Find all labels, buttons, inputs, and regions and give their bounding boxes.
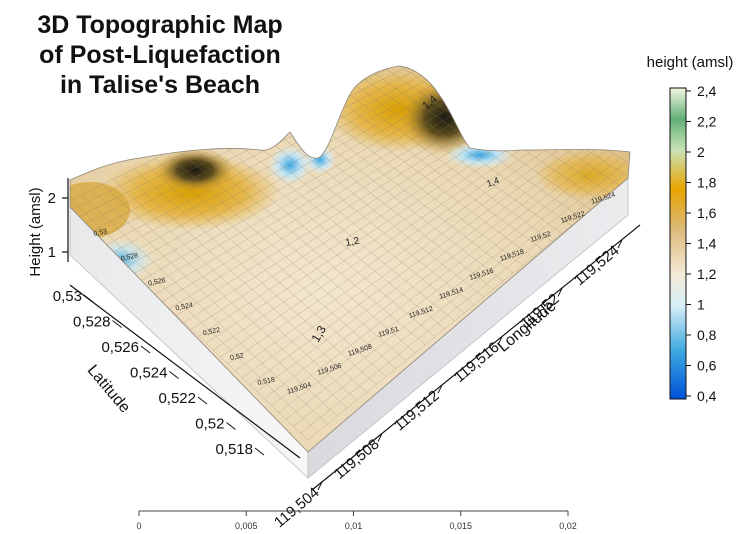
longitude-tick-mark — [317, 481, 323, 491]
colorbar-tick-label: 2 — [697, 144, 705, 160]
colorbar-tick-label: 2,4 — [697, 83, 717, 99]
surface-latitude-label: 0,526 — [148, 277, 167, 288]
colorbar-tick-label: 0,4 — [697, 388, 717, 404]
latitude-tick-label: 0,524 — [130, 365, 168, 382]
latitude-tick-mark — [83, 294, 94, 303]
scale-bar-tick-label: 0 — [136, 521, 141, 531]
latitude-tick-label: 0,522 — [158, 390, 196, 407]
latitude-tick-label: 0,528 — [73, 314, 111, 331]
latitude-tick-label: 0,52 — [195, 416, 224, 433]
latitude-tick-mark — [197, 396, 208, 405]
longitude-tick-mark — [497, 336, 503, 346]
height-axis-label: Height (amsl) — [27, 187, 44, 276]
scale-bar-tick-label: 0,02 — [559, 521, 577, 531]
colorbar-tick-label: 0,6 — [697, 358, 717, 374]
chart-title: 3D Topographic Map of Post-Liquefaction … — [10, 10, 310, 100]
colorbar-tick-label: 1,6 — [697, 205, 717, 221]
latitude-axis-label: Latitude — [84, 362, 134, 417]
latitude-tick-label: 0,518 — [215, 441, 253, 458]
contour-label-4: 1,4 — [485, 175, 500, 189]
height-axis: 1 2 Height (amsl) — [27, 178, 69, 277]
scale-bar-tick-label: 0,015 — [449, 521, 472, 531]
colorbar-gradient — [669, 87, 687, 400]
surface-latitude-label: 0,528 — [120, 252, 139, 263]
scale-bar-tick-label: 0,005 — [235, 521, 258, 531]
surface-latitude-label: 0,522 — [202, 327, 221, 338]
latitude-tick-mark — [254, 447, 265, 456]
latitude-tick-mark — [140, 345, 151, 354]
latitude-tick-label: 0,526 — [101, 339, 139, 356]
longitude-tick-mark — [617, 239, 623, 249]
surface-latitude-label: 0,52 — [230, 352, 245, 362]
colorbar-title: height (amsl) — [647, 54, 734, 71]
latitude-tick-mark — [112, 320, 122, 328]
latitude-tick-label: 0,53 — [53, 288, 82, 305]
colorbar-tick-label: 1 — [697, 297, 705, 313]
height-tick-2: 2 — [48, 190, 56, 207]
longitude-tick-mark — [377, 433, 383, 442]
colorbar-tick-label: 1,4 — [697, 236, 717, 252]
surface-latitude-label: 0,53 — [93, 228, 108, 238]
surface-outline — [69, 65, 631, 453]
title-line-2: of Post-Liquefaction — [39, 41, 281, 69]
colorbar: height (amsl) 2,4 2,2 2 1,8 1,6 1,4 1,2 1 0,8 0,6… — [647, 54, 734, 404]
height-tick-1: 1 — [48, 244, 56, 261]
title-line-1: 3D Topographic Map — [37, 11, 283, 39]
latitude-tick-mark — [169, 371, 179, 379]
colorbar-tick-label: 1,2 — [697, 266, 717, 282]
scale-bar-tick-label: 0,01 — [345, 521, 363, 531]
title-line-3: in Talise's Beach — [59, 71, 260, 99]
surface-latitude-label: 0,524 — [175, 302, 194, 313]
latitude-axis: 0,518 0,52 0,522 0,524 0,526 0,528 0,53 Latitu… — [53, 284, 301, 459]
colorbar-tick-label: 0,8 — [697, 327, 717, 343]
latitude-tick-mark — [226, 422, 236, 430]
longitude-tick-mark — [557, 288, 563, 297]
longitude-tick-mark — [437, 384, 443, 394]
contour-label-2: 1,2 — [345, 236, 361, 249]
longitude-tick-label: 119,504 — [271, 484, 323, 531]
colorbar-tick-label: 1,8 — [697, 175, 717, 191]
scale-bar: 0 0,005 0,01 0,015 0,02 — [136, 510, 577, 531]
colorbar-tick-label: 2,2 — [697, 114, 717, 130]
surface-latitude-label: 0,518 — [257, 376, 276, 387]
